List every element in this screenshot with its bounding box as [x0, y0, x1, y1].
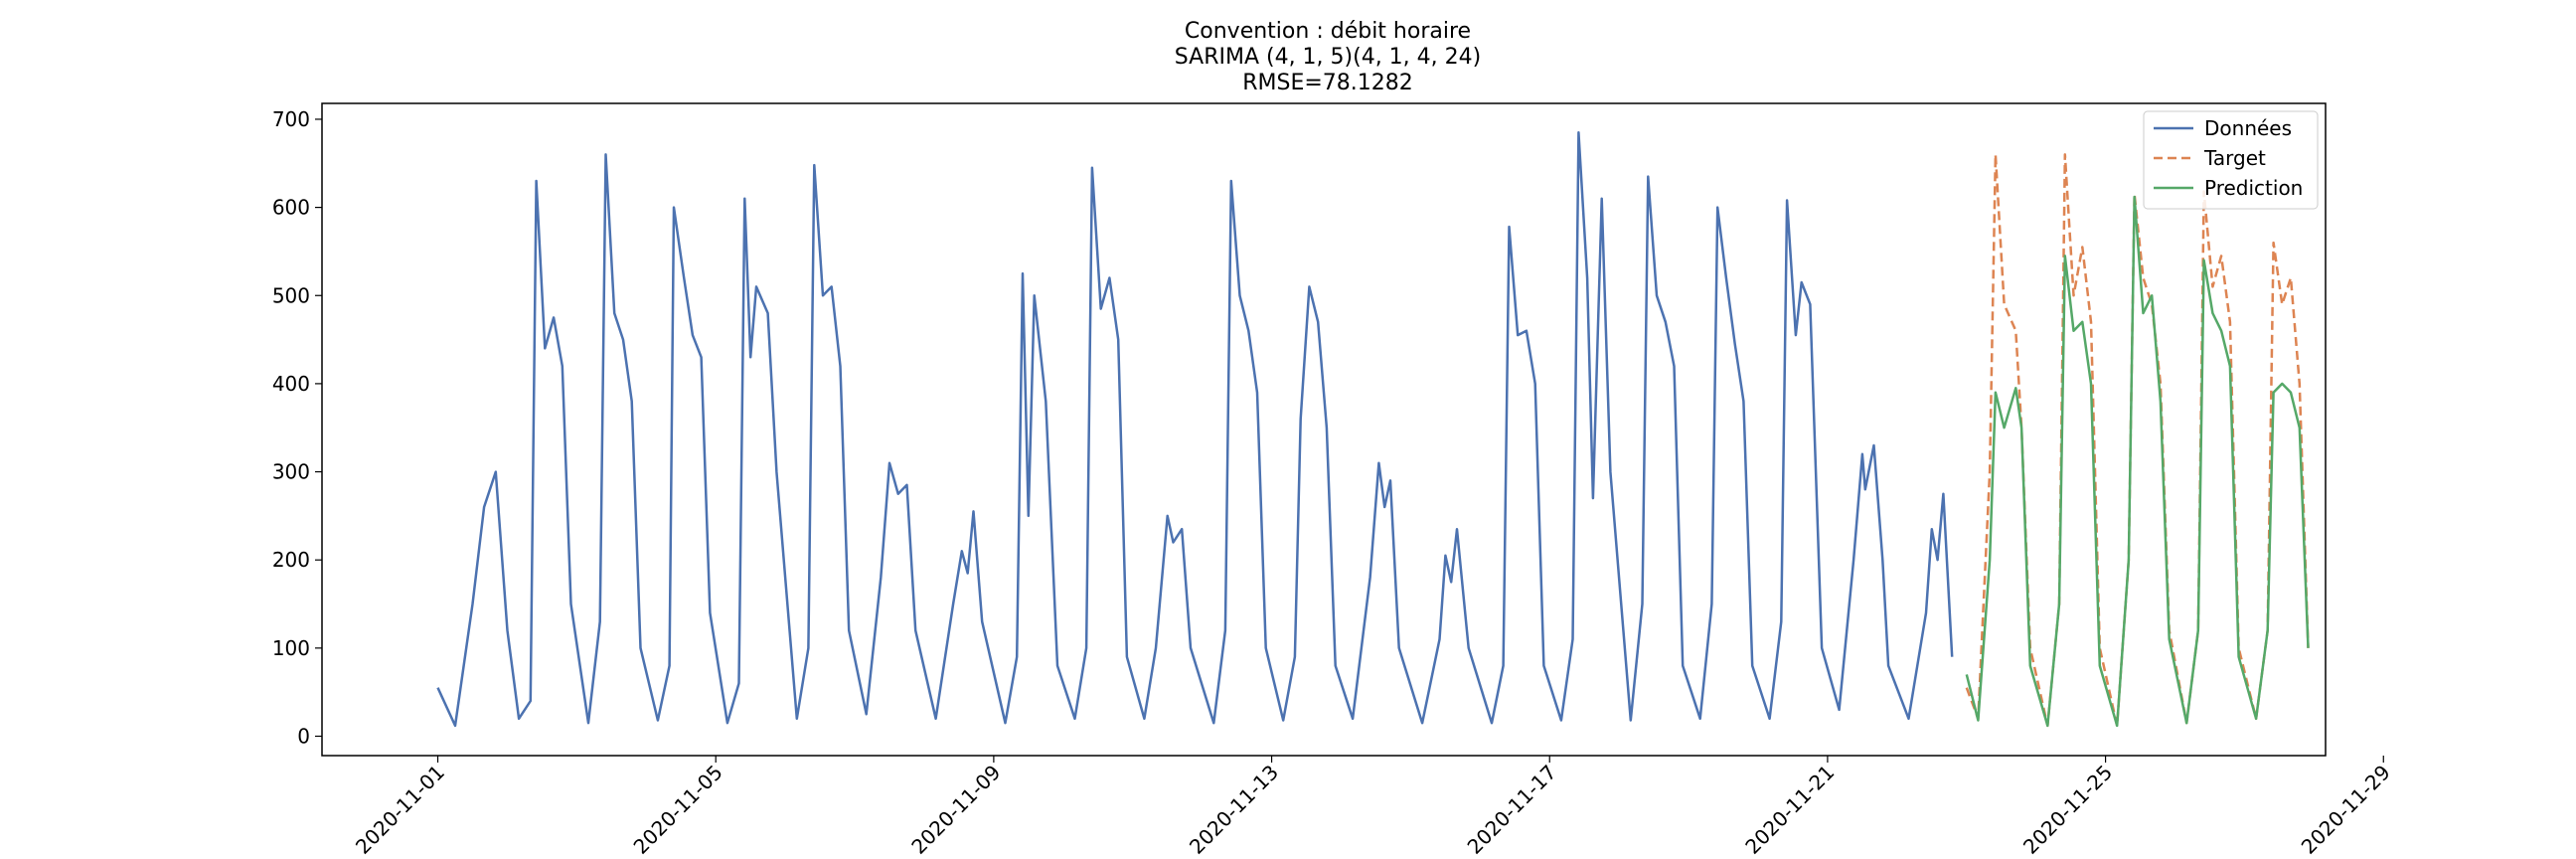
legend-label-target: Target [2203, 146, 2266, 170]
x-tick-label: 2020-11-09 [906, 761, 1005, 859]
y-tick-label: 0 [297, 724, 310, 748]
x-tick-label: 2020-11-29 [2297, 761, 2395, 859]
x-tick-label: 2020-11-05 [629, 761, 727, 859]
series-line-2 [1967, 197, 2309, 726]
plot-area-frame [322, 103, 2326, 756]
x-tick-label: 2020-11-17 [1463, 761, 1561, 859]
y-tick-label: 400 [272, 372, 310, 396]
x-tick-label: 2020-11-01 [351, 761, 449, 859]
y-tick-label: 600 [272, 196, 310, 220]
legend: Données Target Prediction [2144, 111, 2318, 209]
chart-metric: RMSE=78.1282 [1242, 71, 1413, 95]
x-tick-label: 2020-11-13 [1185, 761, 1283, 859]
legend-label-donnees: Données [2204, 116, 2292, 140]
chart-title: Convention : débit horaire [1185, 19, 1471, 44]
y-tick-label: 300 [272, 460, 310, 484]
y-tick-label: 700 [272, 107, 310, 131]
chart-subtitle: SARIMA (4, 1, 5)(4, 1, 4, 24) [1175, 45, 1481, 70]
x-axis: 2020-11-01 2020-11-05 2020-11-09 2020-11-13… [351, 756, 2395, 859]
y-axis: 0 100 200 300 400 500 600 700 [272, 107, 322, 749]
y-tick-label: 100 [272, 636, 310, 660]
series-line-0 [438, 132, 1953, 726]
y-tick-label: 500 [272, 283, 310, 307]
x-tick-label: 2020-11-21 [1740, 761, 1839, 859]
x-tick-label: 2020-11-25 [2018, 761, 2117, 859]
legend-label-prediction: Prediction [2204, 176, 2303, 200]
series-group [438, 132, 2309, 726]
y-tick-label: 200 [272, 548, 310, 572]
